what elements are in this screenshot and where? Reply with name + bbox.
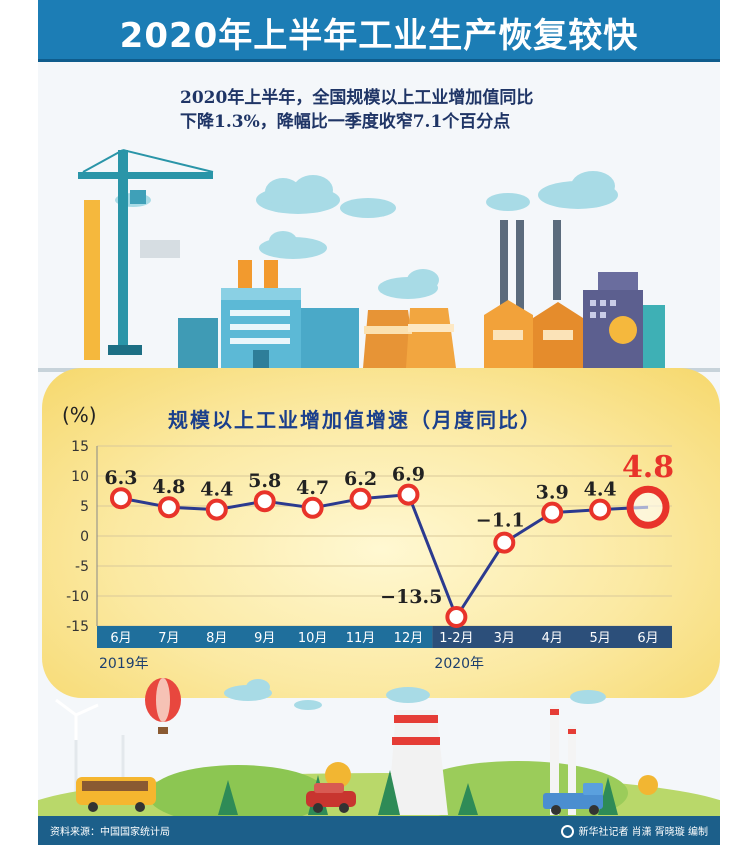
x-tick-label: 6月	[110, 631, 131, 646]
data-marker	[397, 483, 420, 506]
orange-factory-icon	[484, 220, 583, 368]
truck-icon	[543, 783, 603, 815]
y-tick-label: -10	[66, 589, 89, 605]
data-marker	[589, 498, 612, 521]
x-tick-label: 5月	[589, 631, 610, 646]
city-illustration	[38, 678, 720, 820]
data-label: 4.4	[584, 479, 617, 501]
data-label: 6.9	[392, 464, 425, 486]
y-tick-label: 15	[71, 439, 89, 455]
data-marker	[301, 496, 324, 519]
power-plant-icon	[583, 272, 665, 368]
x-tick-label: 6月	[637, 631, 658, 646]
y-tick-label: -15	[66, 619, 89, 635]
y-tick-label: 5	[80, 499, 89, 515]
data-marker	[541, 501, 564, 524]
data-label: −13.5	[380, 586, 442, 608]
data-marker	[493, 531, 516, 554]
year-label-2020: 2020年	[434, 656, 484, 672]
data-marker	[205, 498, 228, 521]
factory-icon	[178, 260, 359, 368]
x-tick-label: 1-2月	[439, 631, 473, 646]
data-label: 6.2	[344, 468, 377, 490]
data-marker	[109, 487, 132, 510]
data-marker	[445, 606, 468, 628]
data-marker	[253, 490, 276, 513]
data-label: 3.9	[536, 482, 569, 504]
x-tick-label: 8月	[206, 631, 227, 646]
chart-title: 规模以上工业增加值增速（月度同比）	[168, 408, 542, 432]
footer-bar: 资料来源：中国国家统计局 新华社记者 肖潇 胥晓璇 编制	[38, 816, 720, 845]
crane-icon	[78, 149, 214, 360]
credit-text: 新华社记者 肖潇 胥晓璇 编制	[578, 827, 708, 838]
cloud-icon	[115, 171, 618, 299]
highlight-marker	[626, 485, 670, 529]
y-tick-label: -5	[75, 559, 89, 575]
highlight-data-label: 4.8	[622, 450, 674, 485]
summary-line-1: 2020年上半年，全国规模以上工业增加值同比	[180, 88, 534, 108]
summary-line-2: 下降1.3%，降幅比一季度收窄7.1个百分点	[180, 112, 511, 132]
cooling-tower-icon	[363, 308, 456, 368]
x-tick-label: 3月	[494, 631, 515, 646]
credit-line: 新华社记者 肖潇 胥晓璇 编制	[561, 823, 708, 838]
x-tick-label: 11月	[346, 631, 376, 646]
x-tick-label: 10月	[298, 631, 328, 646]
y-tick-label: 10	[71, 469, 89, 485]
industry-illustration	[38, 149, 720, 372]
x-tick-label: 9月	[254, 631, 275, 646]
hot-air-balloon-icon	[145, 678, 181, 734]
title-bar: 2020年上半年工业生产恢复较快	[38, 0, 720, 62]
x-tick-label: 12月	[394, 631, 424, 646]
year-label-2019: 2019年	[99, 656, 149, 672]
xinhua-logo-icon	[561, 825, 575, 838]
data-marker	[349, 487, 372, 510]
data-label: 6.3	[104, 467, 137, 489]
x-axis-band-2020	[432, 626, 672, 648]
x-axis-band-2019	[97, 626, 433, 648]
x-tick-label: 7月	[158, 631, 179, 646]
data-label: 4.7	[296, 477, 329, 499]
cooling-tower-icon	[388, 710, 448, 815]
page-title: 2020年上半年工业生产恢复较快	[119, 16, 639, 56]
data-label: 5.8	[248, 470, 281, 492]
summary-text: 2020年上半年，全国规模以上工业增加值同比 下降1.3%，降幅比一季度收窄7.…	[180, 86, 640, 134]
data-label: −1.1	[476, 510, 525, 532]
data-label: 4.8	[152, 476, 185, 498]
bus-icon	[76, 777, 156, 812]
y-tick-label: 0	[80, 529, 89, 545]
y-axis-unit: (%)	[62, 403, 97, 427]
cloud-icon	[224, 679, 606, 710]
data-marker	[157, 496, 180, 519]
data-source: 资料来源：中国国家统计局	[50, 827, 170, 838]
data-label: 4.4	[200, 479, 233, 501]
chimney-icon	[550, 705, 576, 815]
x-tick-label: 4月	[542, 631, 563, 646]
